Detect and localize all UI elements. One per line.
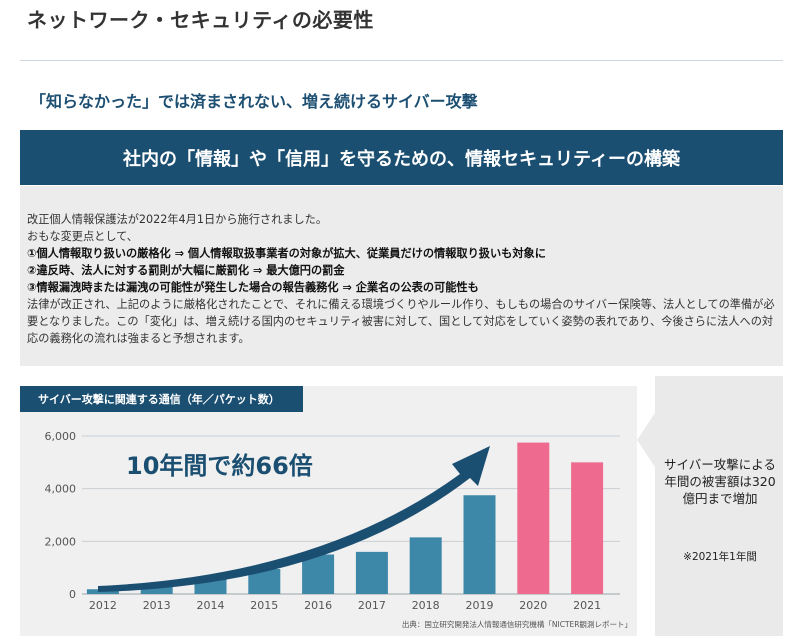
bar-chart: 0 2,000 4,000 6,000 2012 2013 2014 2015 2016 2017… [45, 430, 633, 629]
bar-2019 [463, 495, 496, 594]
x-tick-label: 2017 [358, 599, 386, 612]
x-tick-label: 2014 [197, 599, 225, 612]
pointer-arrow-icon [637, 410, 657, 470]
side-callout-note: ※2021年1年間 [683, 551, 757, 563]
bar-2020 [517, 442, 550, 594]
banner: 社内の「情報」や「信用」を守るための、情報セキュリティーの構築 [20, 130, 783, 185]
info-line-changes: おもな変更点として、 [27, 230, 138, 243]
info-line-change-3: ③情報漏洩時または漏洩の可能性が発生した場合の報告義務化 ⇒ 企業名の公表の可能… [27, 281, 479, 294]
page-title: ネットワーク・セキュリティの必要性 [27, 8, 374, 32]
x-tick-label: 2021 [573, 599, 601, 612]
bar-2021 [571, 462, 604, 594]
info-line-intro: 改正個人情報保護法が2022年4月1日から施行されました。 [27, 213, 328, 226]
x-tick-label: 2012 [89, 599, 117, 612]
chart-title-text: サイバー攻撃に関連する通信（年／パケット数） [38, 393, 280, 406]
info-line-change-1: ①個人情報取り扱いの厳格化 ⇒ 個人情報取扱事業者の対象が拡大、従業員だけの情報… [27, 247, 546, 260]
x-tick-label: 2015 [250, 599, 278, 612]
y-tick-label: 6,000 [45, 430, 77, 443]
section-subtitle: 「知らなかった」では済まされない、増え続けるサイバー攻撃 [30, 92, 478, 111]
bar-2018 [409, 537, 442, 594]
bar-2017 [355, 551, 388, 594]
bar-2013 [140, 584, 173, 594]
chart-source: 出典：国立研究開発法人情報通信研究機構「NICTER観測レポート」 [402, 619, 632, 629]
side-callout [655, 376, 783, 636]
y-tick-label: 0 [69, 588, 76, 601]
chart-title: サイバー攻撃に関連する通信（年／パケット数） [20, 386, 303, 412]
title-divider [20, 60, 783, 61]
info-paragraph: 法律が改正され、上記のように厳格化されたことで、それに備える環境づくりやルール作… [27, 298, 775, 345]
info-line-change-2: ②違反時、法人に対する罰則が大幅に厳罰化 ⇒ 最大億円の罰金 [27, 264, 345, 277]
side-callout-text: サイバー攻撃による年間の被害額は320億円まで増加 [664, 457, 776, 506]
y-tick-label: 2,000 [45, 535, 77, 548]
x-tick-label: 2018 [412, 599, 440, 612]
chart-annotation: 10年間で約66倍 [126, 452, 313, 480]
info-text: 改正個人情報保護法が2022年4月1日から施行されました。 おもな変更点として、… [27, 211, 777, 347]
banner-text: 社内の「情報」や「信用」を守るための、情報セキュリティーの構築 [123, 148, 680, 170]
x-tick-label: 2019 [466, 599, 494, 612]
info-box [20, 186, 783, 366]
x-tick-label: 2016 [304, 599, 332, 612]
y-tick-label: 4,000 [45, 483, 77, 496]
bar-2016 [302, 554, 335, 594]
growth-arrow-icon [98, 446, 490, 592]
x-tick-label: 2020 [519, 599, 547, 612]
x-tick-label: 2013 [143, 599, 171, 612]
